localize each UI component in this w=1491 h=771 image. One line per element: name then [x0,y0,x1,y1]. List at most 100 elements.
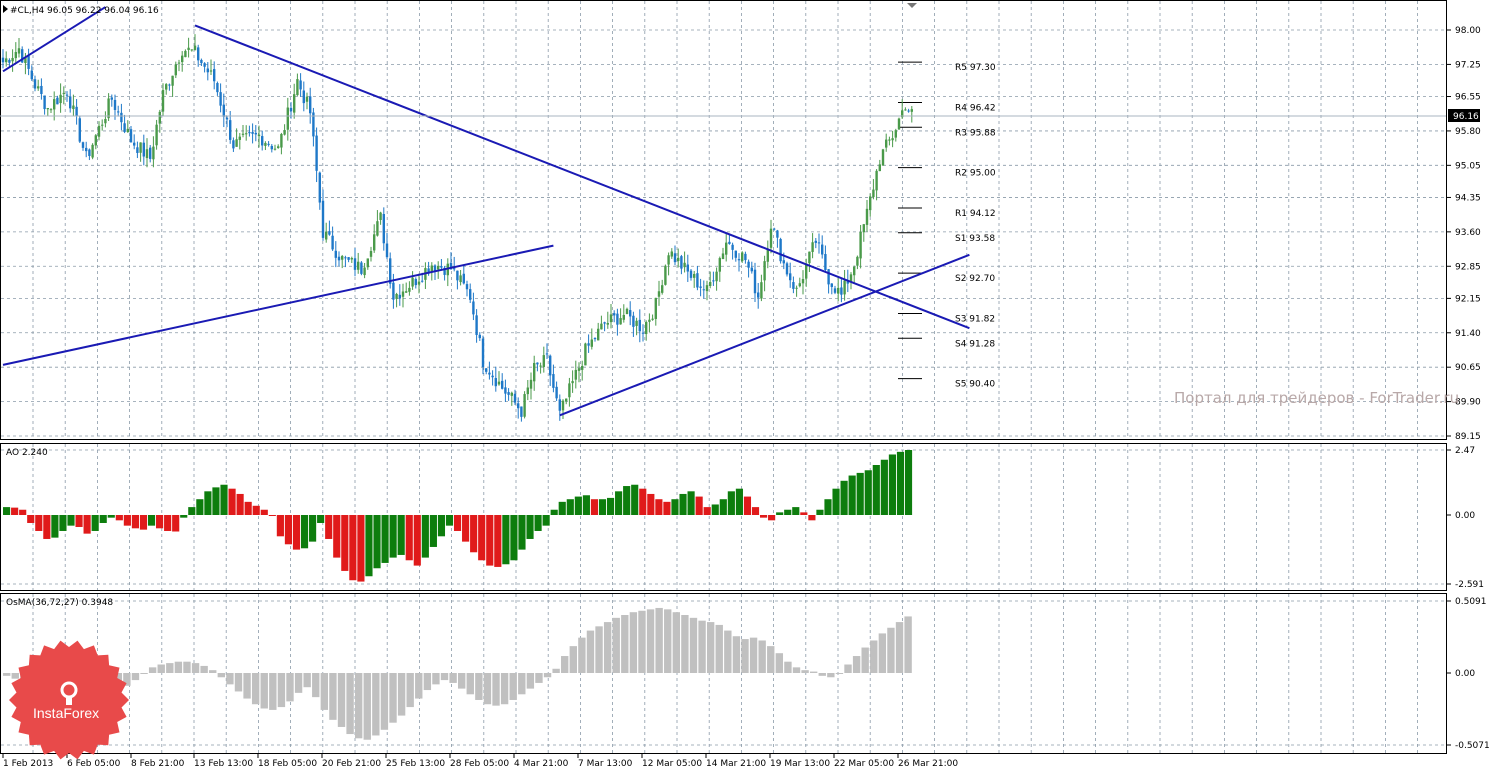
candle-body [827,269,830,285]
ao-bar [196,499,204,515]
ao-bar [147,515,156,526]
ao-tick-label: 0.00 [1455,511,1475,521]
ao-bar [904,450,913,515]
ao-bar [615,491,623,515]
candle-body [632,315,635,327]
ao-bar [204,491,212,515]
candle-body [776,230,779,238]
candle-body [254,132,257,135]
candle-body [11,57,14,62]
pivot-label: S3 91.82 [955,315,995,325]
candle-body [517,403,520,409]
osma-bar [354,673,363,739]
ao-bar [284,515,293,545]
candle-body [184,50,187,58]
candle-body [593,338,597,340]
candle-body [773,228,776,230]
candle-body [878,164,881,172]
candle-body [328,231,331,235]
ao-bar [751,507,760,515]
ao-bar [743,496,752,515]
price-tick-label: 91.40 [1455,329,1481,339]
ao-bar [719,499,727,515]
trendline [194,24,970,330]
ao-bar [429,515,437,547]
ao-bar [711,504,719,515]
ao-bar [131,515,140,529]
pivot-label: S2 92.70 [955,274,995,284]
time-tick-label: 20 Feb 21:00 [322,759,381,769]
price-axis: 98.00 97.25 96.55 95.80 95.05 94.35 93.60 92.85… [1446,26,1490,751]
ao-bar [623,486,631,515]
osma-bar [724,630,732,673]
candle-body [408,287,411,292]
candle-body [142,142,145,157]
ao-bar [558,501,566,515]
trendline [559,253,970,417]
price-tick-label: 90.65 [1455,363,1481,373]
candle-body [280,133,283,148]
candle-body [270,145,273,150]
ao-bar [389,515,397,558]
ao-bar [357,515,365,582]
candle-body [469,289,472,300]
candle-body [891,138,894,141]
ao-bar [655,499,663,515]
candle-body [696,273,699,288]
price-tick-label: 92.85 [1455,262,1481,272]
ao-bar [35,515,43,531]
osma-bar [535,673,543,683]
candle-body [293,94,296,113]
ao-bar [421,515,429,558]
ao-bar [333,515,341,558]
candle-body [680,256,683,269]
candle-body [389,258,392,284]
ao-bar [735,488,743,515]
ao-bar [687,491,695,515]
candle-body [296,79,299,96]
chart-shift-marker[interactable] [907,3,917,8]
ao-bar [349,515,357,581]
candle-body [539,365,542,367]
candle-body [161,90,165,112]
osma-bar [638,610,646,673]
osma-bar [372,673,380,736]
price-tick-label: 95.05 [1455,161,1481,171]
candle-body [766,248,769,262]
candle-body [421,280,424,282]
candle-body [197,47,200,61]
candle-body [53,99,56,110]
candle-body [712,280,715,282]
osma-bar [732,636,741,673]
ao-bar [824,499,832,515]
candle-body [341,256,344,260]
price-tick-label: 98.00 [1455,26,1481,36]
time-tick-label: 6 Feb 05:00 [67,759,121,769]
candle-body [725,242,728,255]
candle-body [385,243,389,258]
osma-bar [148,667,157,673]
candle-body [721,253,725,260]
logo-mark-stem [66,697,72,705]
ao-bar [703,507,711,515]
candle-body [494,378,497,387]
osma-bar [612,617,620,673]
candle-body [619,318,622,325]
candle-body [75,106,78,117]
osma-bar [715,624,723,673]
time-axis: 1 Feb 2013 6 Feb 05:00 8 Feb 21:00 13 Feb 1… [2,754,958,769]
osma-bar [586,630,595,673]
candle-body [657,291,661,297]
price-tick-label: 94.35 [1455,193,1481,203]
osma-bar [406,673,414,708]
ao-bar [502,515,510,565]
candle-body [853,266,856,276]
candle-body [782,260,785,264]
osma-bar [269,673,277,710]
ao-bar [695,496,703,515]
candle-body [392,282,395,300]
osma-bar [449,673,457,683]
candle-body [529,379,533,389]
candle-body [315,135,318,171]
